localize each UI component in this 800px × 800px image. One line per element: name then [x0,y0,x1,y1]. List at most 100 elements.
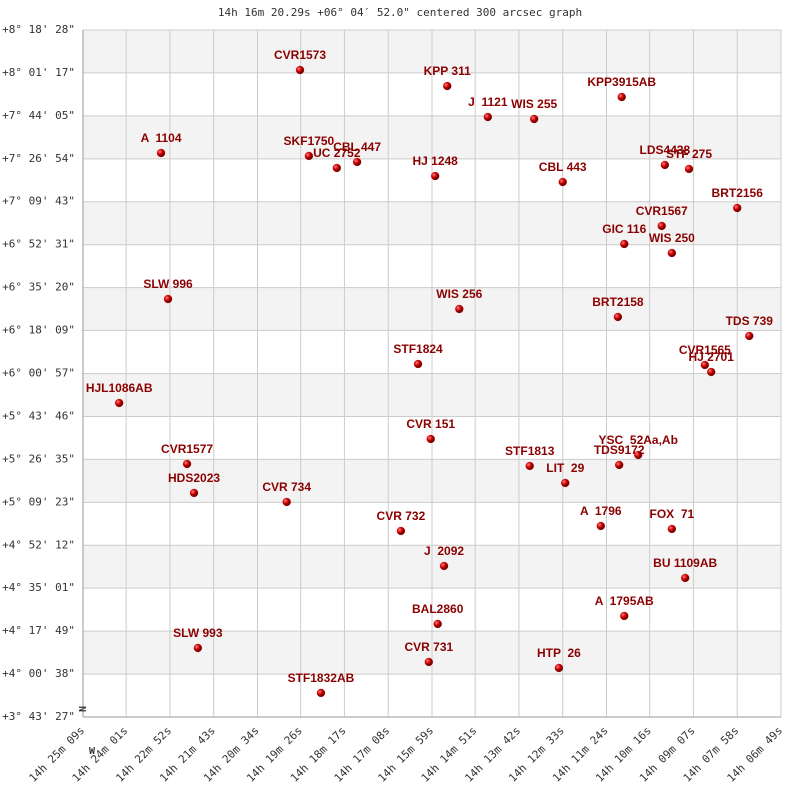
star-point [660,160,670,170]
y-tick-label: +6° 35' 20" [2,281,75,294]
point-label: CVR1567 [636,204,688,218]
star-point [745,331,754,341]
star-point [115,398,124,408]
star-point [316,688,326,698]
point-label: BU 1109AB [653,556,717,570]
star-point [530,114,539,124]
point-label: UC 2752 [313,146,361,160]
point-label: A 1104 [141,131,182,145]
star-point [413,359,423,369]
star-point [189,488,199,498]
point-label: BRT2158 [592,295,644,309]
star-point [282,497,291,507]
star-point [433,619,442,629]
star-point [667,524,677,534]
point-label: SLW 993 [173,626,223,640]
star-point [525,461,534,471]
point-label: HDS2023 [168,471,220,485]
point-label: STF 275 [666,147,712,161]
y-tick-label: +8° 01' 17" [2,66,75,79]
star-point [156,148,166,158]
y-tick-label: +4° 00' 38" [2,667,75,680]
star-point [182,459,192,469]
star-point [431,171,440,181]
star-point [617,92,626,102]
orientation-label: N [78,706,89,712]
point-label: CBL 447 [333,140,381,154]
point-label: CBL 443 [539,160,587,174]
star-point [657,221,666,231]
star-point [558,177,567,187]
star-point [163,294,173,304]
point-label: J 1121 [468,95,508,109]
star-point [483,112,492,122]
point-label: TDS 739 [726,314,774,328]
orientation-label: W [89,746,96,757]
y-tick-label: +5° 26' 35" [2,452,75,465]
point-label: FOX 71 [650,507,695,521]
star-point [561,478,570,488]
point-label: SKF1750 [284,134,335,148]
point-label: CVR1565 [679,343,731,357]
point-label: A 1796 [580,504,622,518]
star-point [615,460,624,470]
point-label: BAL2860 [412,602,464,616]
star-point [667,248,677,258]
y-tick-label: +8° 18' 28" [2,23,75,36]
point-label: STF1813 [505,444,555,458]
star-point [700,360,710,370]
star-point [332,163,341,173]
y-tick-label: +5° 09' 23" [2,495,75,508]
star-point [426,434,435,444]
star-point [295,65,305,75]
star-point [681,573,690,583]
y-tick-label: +4° 35' 01" [2,581,75,594]
y-tick-label: +7° 09' 43" [2,195,75,208]
star-point [439,561,449,571]
y-tick-label: +7° 26' 54" [2,152,75,165]
y-tick-label: +6° 18' 09" [2,324,75,337]
point-label: STF1832AB [288,671,355,685]
point-label: TDS9172 [594,443,645,457]
point-label: J 2092 [424,544,464,558]
point-label: KPP3915AB [587,75,656,89]
star-point [443,81,452,91]
star-point [733,203,742,213]
point-label: LDS4438 [640,143,691,157]
point-label: WIS 255 [511,97,557,111]
point-label: CVR 732 [377,509,426,523]
y-tick-label: +6° 00' 57" [2,367,75,380]
point-label: HJ 1248 [412,154,458,168]
star-point [707,367,716,377]
point-label: GIC 116 [602,222,646,236]
point-label: WIS 250 [649,231,695,245]
star-point [554,663,564,673]
point-label: KPP 311 [424,64,471,78]
y-tick-label: +3° 43' 27" [2,710,75,723]
point-label: CVR1577 [161,442,213,456]
point-label: BRT2156 [712,186,764,200]
star-point [396,526,406,536]
point-label: HTP 26 [537,646,581,660]
point-label: STF1824 [393,342,443,356]
chart-title: 14h 16m 20.29s +06° 04′ 52.0" centered 3… [218,6,582,19]
point-label: A 1795AB [595,594,654,608]
star-point [620,611,629,621]
star-point [352,157,362,167]
star-point [620,239,629,249]
star-point [596,521,605,531]
star-point [613,312,623,322]
point-label: CVR1573 [274,48,326,62]
y-tick-label: +5° 43' 46" [2,409,75,422]
y-tick-label: +7° 44' 05" [2,109,75,122]
y-tick-label: +4° 17' 49" [2,624,75,637]
y-tick-label: +6° 52' 31" [2,238,75,251]
point-label: LIT 29 [546,461,584,475]
point-label: CVR 151 [406,417,455,431]
star-point [634,450,643,460]
star-point [193,643,203,653]
point-label: HJ 2701 [689,350,735,364]
point-label: YSC 52Aa,Ab [599,433,678,447]
point-label: CVR 734 [262,480,311,494]
